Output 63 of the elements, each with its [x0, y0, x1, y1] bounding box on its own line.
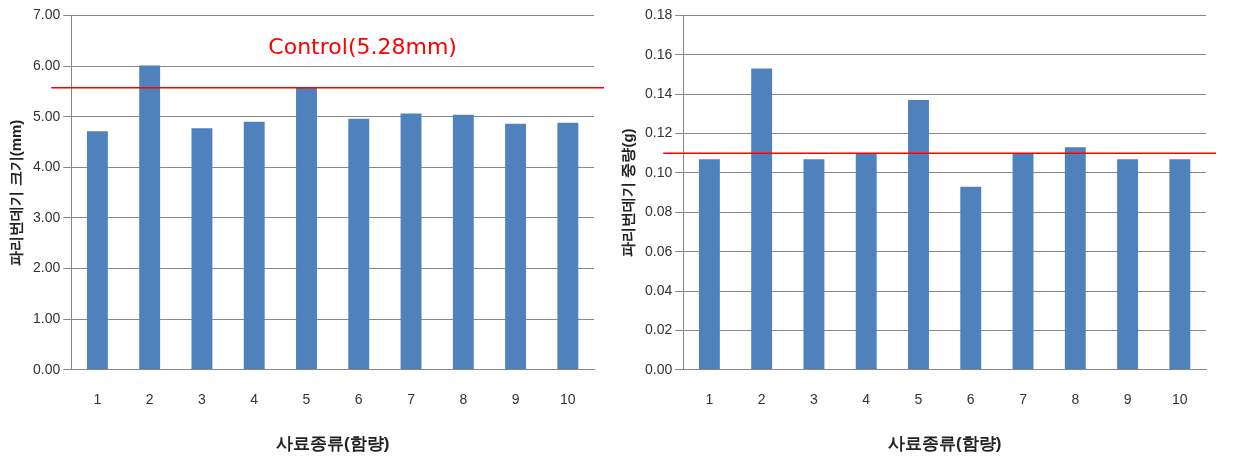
bar — [803, 159, 825, 370]
x-tick-label: 6 — [966, 391, 975, 408]
x-tick-label: 8 — [1071, 391, 1080, 408]
x-tick-label: 2 — [145, 391, 154, 408]
bar — [296, 87, 317, 370]
bar — [1012, 153, 1034, 370]
bar — [751, 68, 773, 370]
bar — [243, 121, 265, 370]
x-tick-label: 1 — [93, 391, 102, 408]
x-tick-label: 3 — [198, 391, 207, 408]
x-tick-label: 8 — [459, 391, 468, 408]
bar — [698, 159, 720, 370]
bar — [1064, 147, 1086, 370]
bar — [452, 114, 474, 370]
y-tick-label: 6.00 — [33, 56, 61, 73]
bar — [191, 128, 213, 370]
y-tick-label: 2.00 — [33, 259, 61, 276]
y-tick-label: 0.12 — [645, 124, 673, 141]
y-tick-label: 0.08 — [645, 203, 673, 220]
bar — [1117, 159, 1139, 370]
y-tick-label: 3.00 — [33, 208, 61, 225]
bar — [908, 100, 929, 370]
y-axis-title: 파리번데기 중량(g) — [619, 128, 637, 257]
y-axis-title: 파리번데기 크기(mm) — [7, 119, 25, 266]
bar — [1169, 159, 1191, 370]
bar — [505, 123, 527, 370]
bar — [557, 122, 579, 370]
bar — [139, 65, 161, 370]
y-tick-label: 0.02 — [645, 321, 673, 338]
y-tick-label: 0.06 — [645, 242, 673, 259]
y-tick-label: 5.00 — [33, 107, 61, 124]
y-tick-label: 0.14 — [645, 85, 673, 102]
x-tick-label: 2 — [757, 391, 766, 408]
bar — [855, 153, 877, 370]
x-tick-label: 7 — [407, 391, 416, 408]
x-tick-label: 5 — [302, 391, 311, 408]
x-tick-label: 3 — [810, 391, 819, 408]
x-tick-label: 9 — [1123, 391, 1132, 408]
x-tick-label: 5 — [914, 391, 923, 408]
ref-line-label: Control(5.28mm) — [268, 33, 457, 59]
y-tick-label: 4.00 — [33, 158, 61, 175]
y-tick-label: 7.00 — [33, 6, 61, 23]
bar — [348, 118, 370, 370]
bar — [960, 186, 982, 370]
bar — [86, 131, 108, 370]
x-axis-title: 사료종류(함량) — [887, 434, 1002, 454]
x-tick-label: 7 — [1019, 391, 1028, 408]
y-tick-label: 0.16 — [645, 45, 673, 62]
x-axis-title: 사료종류(함량) — [275, 434, 390, 454]
y-tick-label: 0.00 — [645, 360, 673, 377]
x-tick-label: 6 — [354, 391, 363, 408]
y-tick-label: 0.10 — [645, 163, 673, 180]
bar — [400, 113, 422, 370]
x-tick-label: 10 — [560, 391, 576, 408]
y-tick-label: 0.18 — [645, 6, 673, 23]
x-tick-label: 10 — [1172, 391, 1188, 408]
x-tick-label: 4 — [250, 391, 259, 408]
x-tick-label: 9 — [511, 391, 520, 408]
y-tick-label: 1.00 — [33, 310, 61, 327]
y-tick-label: 0.04 — [645, 281, 673, 298]
y-tick-label: 0.00 — [33, 360, 61, 377]
x-tick-label: 1 — [705, 391, 714, 408]
x-tick-label: 4 — [862, 391, 871, 408]
